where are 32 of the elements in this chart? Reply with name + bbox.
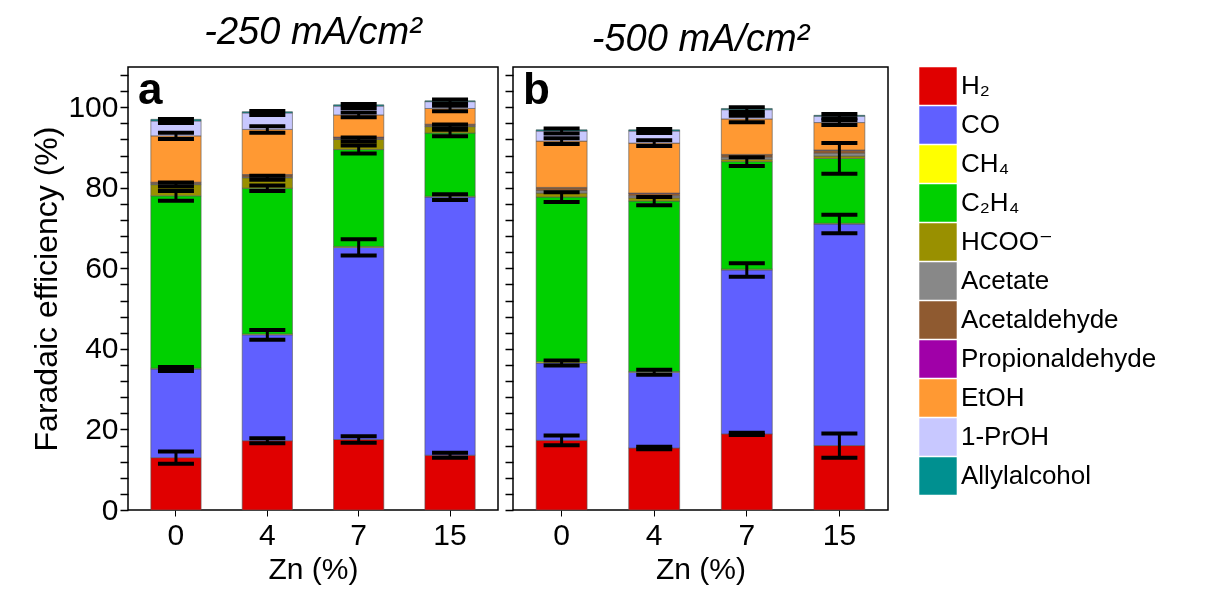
x-tick-label: 0 [167, 517, 185, 551]
annotation: b [523, 64, 550, 113]
legend-label: HCOO⁻ [961, 226, 1053, 256]
chart-title: -500 mA/cm² [591, 17, 811, 59]
y-tick-label: 20 [85, 411, 119, 445]
chart-title: -250 mA/cm² [204, 10, 424, 53]
x-tick-label: 15 [433, 517, 467, 551]
legend-label: CO [961, 109, 1000, 139]
legend-label: Acetate [961, 265, 1050, 295]
legend-label: Propionaldehyde [961, 343, 1157, 373]
legend-label: C₂H₄ [961, 187, 1020, 217]
x-tick-label: 0 [553, 517, 570, 551]
legend-label: 1-PrOH [961, 421, 1050, 451]
legend-label: H₂ [961, 70, 990, 100]
x-tick-label: 4 [258, 517, 276, 551]
x-tick-label: 7 [350, 517, 368, 551]
x-axis-title: Zn (%) [656, 551, 746, 585]
y-tick-label: 100 [68, 89, 119, 123]
y-tick-label: 40 [85, 331, 119, 365]
legend-label: EtOH [961, 382, 1025, 412]
y-tick-label: 0 [101, 492, 119, 526]
x-tick-label: 4 [645, 517, 663, 551]
x-tick-label: 15 [822, 517, 857, 551]
y-axis-title: Faradaic efficiency (%) [28, 126, 65, 452]
x-tick-label: 7 [738, 517, 756, 551]
x-axis-title: Zn (%) [268, 551, 359, 585]
legend-label: Acetaldehyde [961, 304, 1119, 334]
legend-label: Allylalcohol [961, 460, 1092, 490]
annotation: a [138, 64, 163, 113]
y-tick-label: 60 [85, 250, 119, 284]
legend-label: CH₄ [961, 148, 1010, 178]
y-tick-label: 80 [85, 170, 119, 204]
